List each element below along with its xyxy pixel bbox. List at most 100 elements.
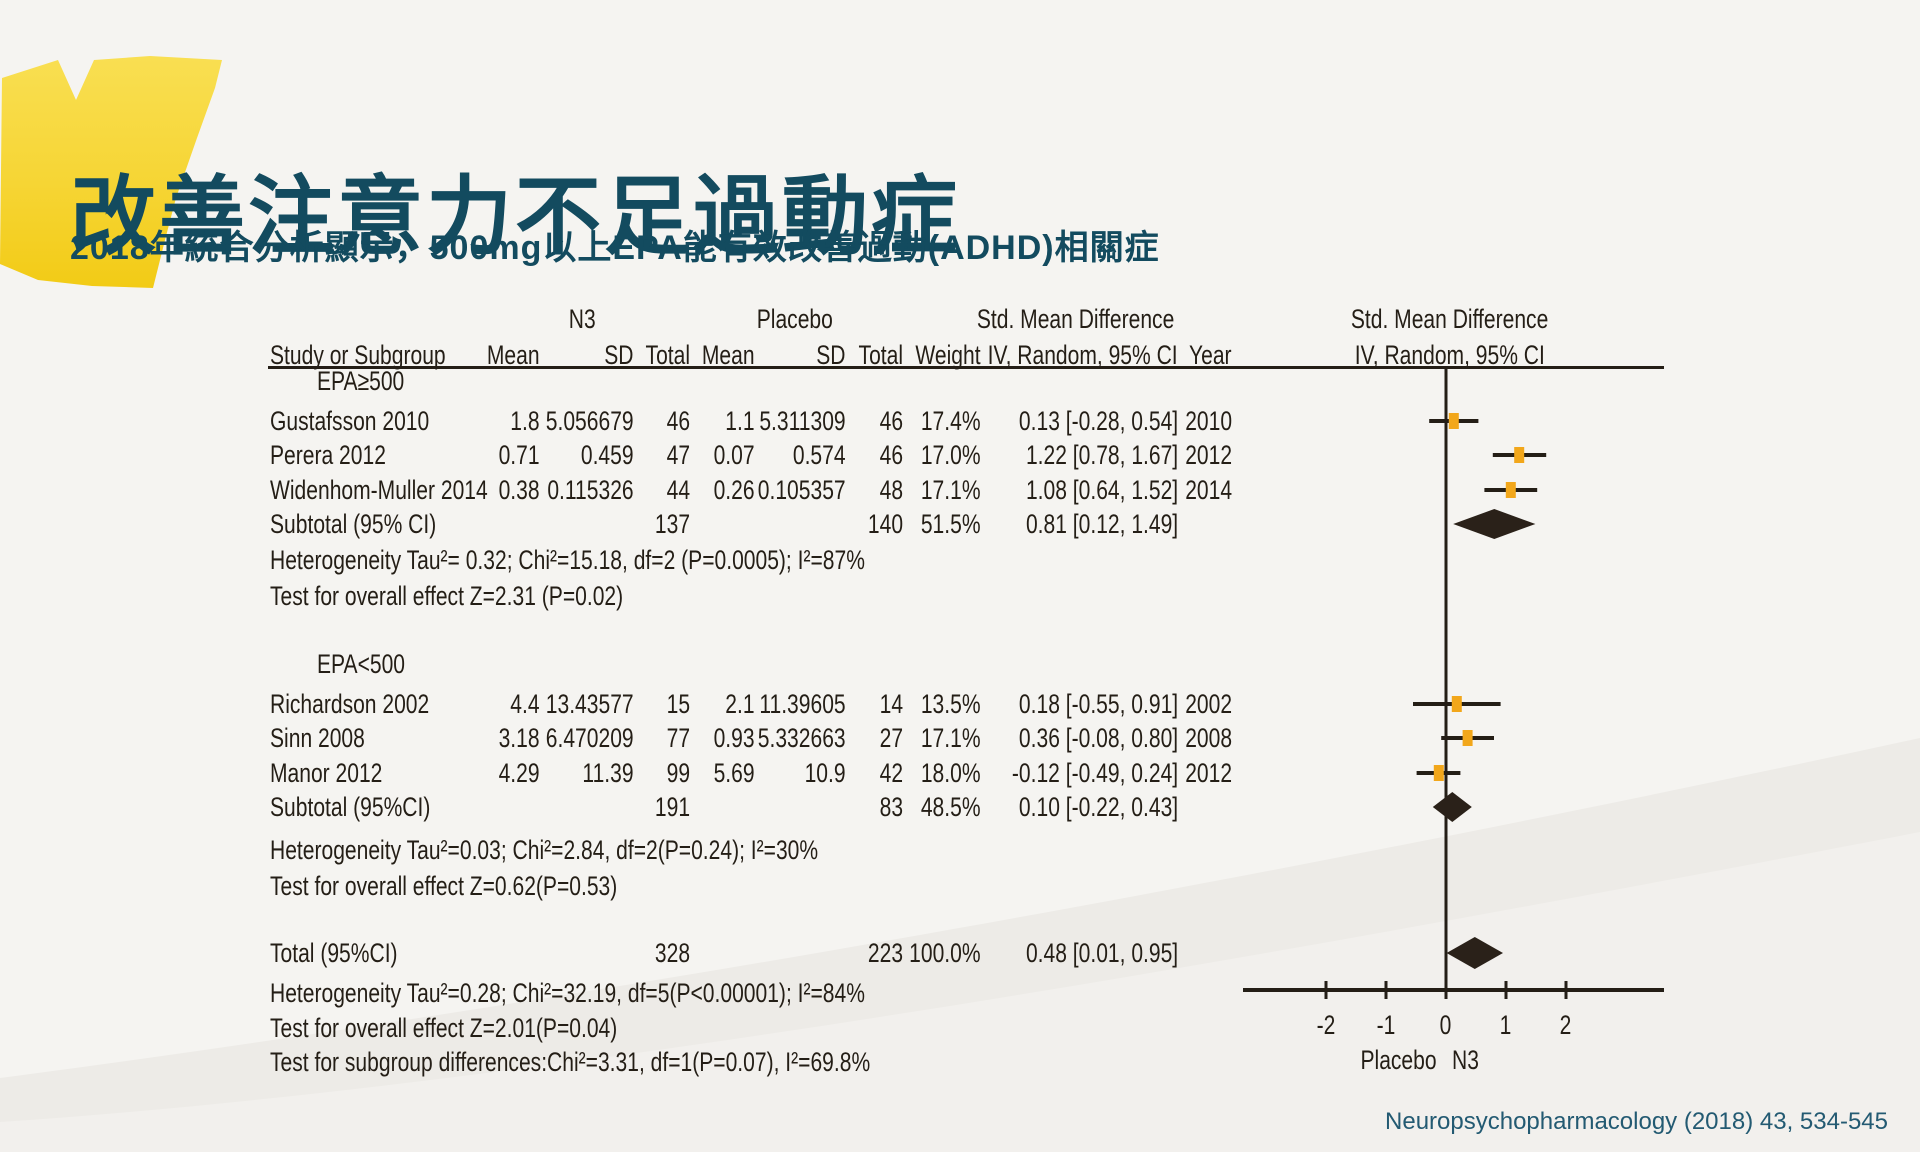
cell-weight-label: 13.5% (921, 689, 981, 719)
cell-mean-placebo-label: 1.1 (725, 406, 755, 436)
note-row-label: Test for subgroup differences:Chi²=3.31,… (270, 1047, 871, 1077)
cell-mean-n3-label: 0.71 (499, 440, 540, 470)
cell-sd-n3-label: 6.470209 (546, 723, 634, 753)
cell-ci-label: 0.48 [0.01, 0.95] (1025, 938, 1178, 968)
axis-label-n3: N3 (1452, 1042, 1487, 1078)
page-subtitle: 2018年統合分析顯示，500mg以上EPA能有效改善過動(ADHD)相關症 (70, 229, 1160, 267)
pooled-label-label: Subtotal (95% CI) (270, 509, 437, 539)
cell-total-n3-label: 191 (654, 792, 690, 822)
subgroup-label-label: EPA≥500 (317, 366, 405, 396)
cell-ci-label: 0.13 [-0.28, 0.54] (1018, 406, 1178, 436)
note-row: Test for subgroup differences:Chi²=3.31,… (270, 1044, 1039, 1080)
group-header-smd-plot-label: Std. Mean Difference (1351, 304, 1549, 334)
study-name-label: Gustafsson 2010 (270, 406, 430, 436)
study-name-label: Manor 2012 (270, 758, 383, 788)
pooled-label-label: Subtotal (95%CI) (270, 792, 431, 822)
cell-total-placebo-label: 140 (867, 509, 903, 539)
cell-year-label: 2008 (1185, 723, 1232, 753)
cell-sd-n3-label: 0.115326 (547, 475, 634, 505)
subgroup-label: EPA<500 (317, 646, 430, 682)
note-row-label: Test for overall effect Z=0.62(P=0.53) (270, 871, 618, 901)
axis-label-n3-label: N3 (1452, 1045, 1479, 1075)
cell-year-label: 2012 (1185, 758, 1232, 788)
cell-year-label: 2014 (1185, 475, 1232, 505)
cell-sd-n3-label: 13.43577 (546, 689, 634, 719)
note-row: Test for overall effect Z=2.01(P=0.04) (270, 1010, 715, 1046)
cell-total-placebo-label: 46 (879, 440, 903, 470)
pooled-label: Total (95%CI) (270, 935, 434, 971)
col-header-mean-n3-label: Mean (487, 340, 540, 370)
cell-mean-placebo-label: 5.69 (714, 758, 755, 788)
cell-total-n3-label: 77 (666, 723, 690, 753)
plot-subheader-ci-label: IV, Random, 95% CI (1354, 340, 1546, 370)
axis-label-placebo-label: Placebo (1360, 1045, 1437, 1075)
study-name-label: Widenhom-Muller 2014 (270, 475, 488, 505)
cell-ci-label: 0.10 [-0.22, 0.43] (1018, 792, 1178, 822)
col-header-total-n3-label: Total (645, 340, 690, 370)
note-row: Heterogeneity Tau²=0.03; Chi²=2.84, df=2… (270, 832, 973, 868)
cell-weight-label: 51.5% (921, 509, 981, 539)
cell-year-label: 2010 (1185, 406, 1232, 436)
subgroup-label: EPA≥500 (317, 363, 429, 399)
col-header-study-label: Study or Subgroup (270, 340, 446, 370)
cell-ci-label: -0.12 [-0.49, 0.24] (1011, 758, 1178, 788)
cell-total-n3-label: 47 (666, 440, 690, 470)
cell-total-n3-label: 328 (654, 938, 690, 968)
cell-ci-label: 0.36 [-0.08, 0.80] (1018, 723, 1178, 753)
col-header-ci-label: IV, Random, 95% CI (987, 340, 1178, 370)
effect-marker (1448, 413, 1459, 429)
note-row-label: Test for overall effect Z=2.31 (P=0.02) (270, 581, 624, 611)
cell-mean-n3-label: 3.18 (499, 723, 540, 753)
col-header-sd-n3-label: SD (604, 340, 634, 370)
cell-mean-placebo-label: 2.1 (725, 689, 755, 719)
subtotal-diamond (1453, 509, 1536, 539)
cell-ci-label: 1.08 [0.64, 1.52] (1025, 475, 1178, 505)
axis-tick-label-label: 1 (1500, 1010, 1512, 1040)
cell-total-placebo-label: 83 (879, 792, 903, 822)
col-header-sd-placebo-label: SD (816, 340, 846, 370)
col-header-study: Study or Subgroup (270, 337, 495, 373)
citation-text: Neuropsychopharmacology (2018) 43, 534-5… (1385, 1108, 1888, 1135)
page-title: 改善注意力不足過動症 (70, 168, 960, 265)
cell-total-n3-label: 99 (666, 758, 690, 788)
cell-sd-placebo-label: 5.311309 (759, 406, 846, 436)
cell-sd-placebo-label: 0.574 (793, 440, 846, 470)
axis-tick-label-label: 0 (1440, 1010, 1452, 1040)
study-name-label: Perera 2012 (270, 440, 386, 470)
cell-sd-n3-label: 0.459 (581, 440, 634, 470)
note-row-label: Heterogeneity Tau²= 0.32; Chi²=15.18, df… (270, 545, 865, 575)
subgroup-label-label: EPA<500 (317, 649, 406, 679)
cell-total-n3-label: 44 (666, 475, 690, 505)
col-header-weight-label: Weight (915, 340, 981, 370)
col-header-year-label: Year (1189, 340, 1232, 370)
cell-ci-label: 0.81 [0.12, 1.49] (1025, 509, 1178, 539)
subtotal-diamond (1432, 792, 1472, 822)
cell-year-label: 2012 (1185, 440, 1232, 470)
note-row: Heterogeneity Tau²= 0.32; Chi²=15.18, df… (270, 542, 1033, 578)
group-header-placebo-label: Placebo (756, 304, 834, 334)
cell-total-n3-label: 15 (666, 689, 690, 719)
total-diamond (1446, 937, 1503, 969)
col-header-mean-placebo-label: Mean (702, 340, 755, 370)
cell-ci-label: 1.22 [0.78, 1.67] (1025, 440, 1178, 470)
cell-mean-n3-label: 4.4 (510, 689, 540, 719)
cell-sd-placebo-label: 0.105357 (758, 475, 846, 505)
header-rule (268, 366, 1664, 369)
pooled-label: Subtotal (95%CI) (270, 789, 476, 825)
note-row-label: Heterogeneity Tau²=0.03; Chi²=2.84, df=2… (270, 835, 819, 865)
cell-total-placebo-label: 27 (879, 723, 903, 753)
pooled-label-label: Total (95%CI) (270, 938, 398, 968)
cell-weight-label: 48.5% (921, 792, 981, 822)
study-name-label: Richardson 2002 (270, 689, 430, 719)
study-name: Sinn 2008 (270, 720, 392, 756)
study-name: Richardson 2002 (270, 686, 474, 722)
brush-shape (0, 56, 222, 288)
effect-marker (1433, 765, 1444, 781)
study-name: Gustafsson 2010 (270, 403, 474, 439)
cell-total-placebo-label: 223 (867, 938, 903, 968)
study-name: Manor 2012 (270, 755, 414, 791)
cell-sd-placebo-label: 11.39605 (759, 689, 846, 719)
cell-weight-label: 17.4% (921, 406, 981, 436)
